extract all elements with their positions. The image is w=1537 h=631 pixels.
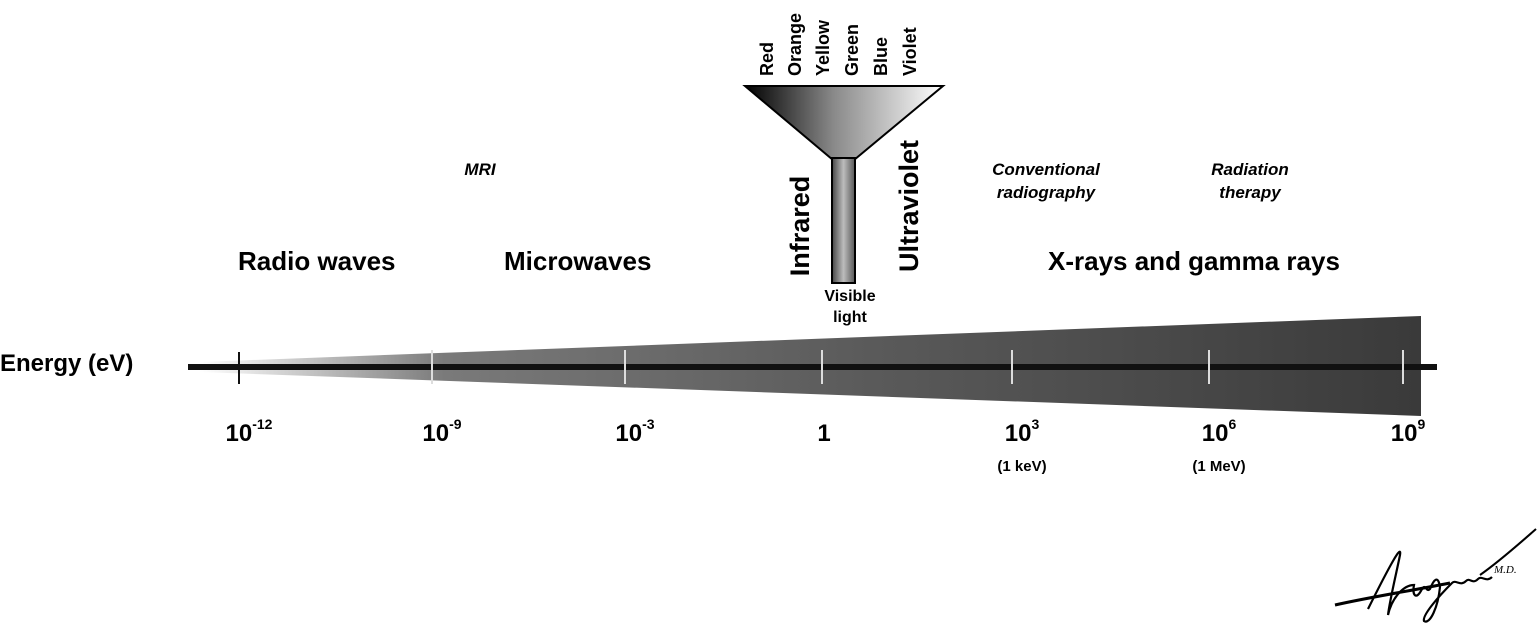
tick-label-1: 10-12 [225,416,273,447]
application-radiography-line1: Conventional [992,160,1100,179]
tick-label-4: 1 [817,420,831,447]
tick-note-kev: (1 keV) [997,458,1047,475]
visible-light-line2: light [833,309,867,326]
axis-ticks [238,350,1404,384]
signature-mark: M.D. [1334,528,1537,623]
color-orange: Orange [785,12,805,76]
band-xrays-gamma: X-rays and gamma rays [1048,246,1340,276]
color-red: Red [757,41,777,76]
application-therapy-line2: therapy [1219,183,1281,202]
application-mri: MRI [420,158,540,181]
color-violet: Violet [900,27,920,76]
tick-label-7: 109 [1390,416,1426,447]
visible-funnel-stem [831,157,856,284]
label-ultraviolet: Ultraviolet [894,139,924,273]
color-yellow: Yellow [813,19,833,76]
tick-label-2: 10-9 [422,416,462,447]
tick-label-6: 106 [1201,416,1237,447]
band-microwaves: Microwaves [504,246,652,276]
tick-label-5: 103 [1004,416,1040,447]
color-green: Green [842,23,862,76]
energy-axis-label: Energy (eV) [0,350,134,377]
color-blue: Blue [871,36,891,76]
visible-light-line1: Visible [824,288,876,305]
application-therapy-line1: Radiation [1211,160,1289,179]
visible-light-label: Visible light [790,286,910,328]
application-radiography: Conventional radiography [956,158,1136,204]
tick-note-mev: (1 MeV) [1192,458,1246,475]
tick-label-3: 10-3 [615,416,655,447]
svg-text:M.D.: M.D. [1493,564,1517,576]
band-radio-waves: Radio waves [238,246,396,276]
label-infrared: Infrared [785,175,815,277]
application-mri-text: MRI [464,160,496,179]
application-therapy: Radiation therapy [1170,158,1330,204]
application-radiography-line2: radiography [996,183,1096,202]
